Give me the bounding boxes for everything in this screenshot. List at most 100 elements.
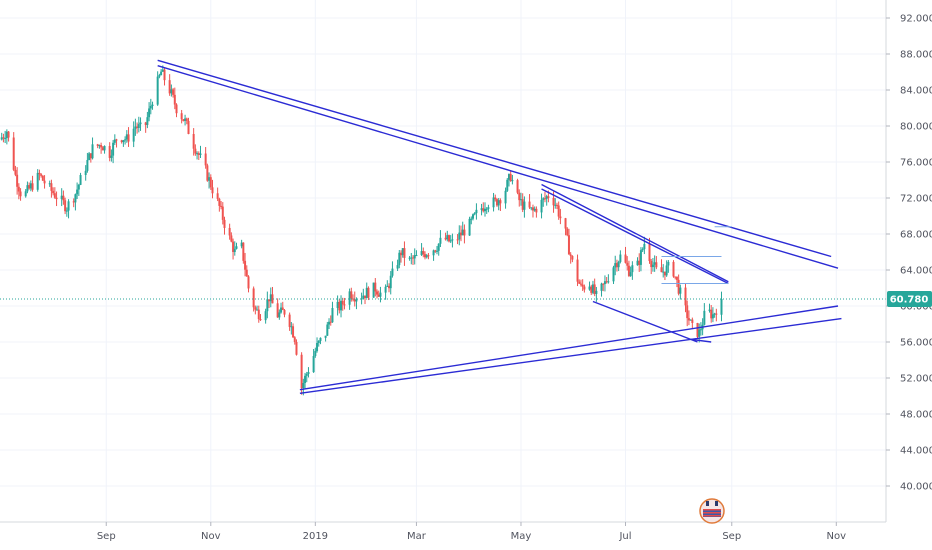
trendline[interactable] [157,59,832,258]
candle-body [677,279,680,294]
trendline[interactable] [541,188,729,285]
candle-body [124,139,127,141]
candle-body [53,193,56,198]
x-tick-label: Nov [201,531,221,542]
candle-body [127,134,130,142]
candle-body [324,335,327,338]
trendline[interactable] [157,65,839,269]
candle-body [220,205,223,207]
candle-body [432,250,435,256]
candle-body [233,248,236,253]
candle-body [699,329,702,331]
candle-body [329,321,332,323]
candle-body [103,146,106,151]
candle-body [711,314,714,319]
candle-body [470,218,473,220]
y-tick-label: 84.000 [900,86,932,97]
candle-body [40,174,43,176]
candle-body [391,268,394,276]
candle-body [319,337,322,341]
candle-body [148,108,151,118]
candle-body [422,251,425,255]
trendline[interactable] [299,317,842,394]
candle-body [182,119,185,121]
candle-body [367,287,370,298]
y-tick-label: 72.000 [900,194,932,205]
candle-body [679,287,682,294]
candle-body [41,175,44,181]
x-axis[interactable]: Sep Nov 2019 Mar May Jul Sep Nov [97,522,846,542]
candle-body [196,153,199,155]
candle-body [292,326,295,338]
trendline[interactable] [592,300,698,343]
candle-body [163,69,166,81]
candle-body [533,208,536,211]
candle-body [312,355,315,373]
candle-body [146,117,149,125]
x-tick-label: Sep [97,531,116,542]
candle-body [74,194,77,203]
candle-body [43,180,46,184]
candle-body [259,319,262,321]
candle-body [307,372,310,374]
candle-body [398,252,401,266]
candle-body [449,240,452,242]
candle-body [38,172,41,175]
candle-body [384,286,387,293]
candle-body [507,174,510,180]
candle-body [459,232,462,236]
candle-body [583,286,586,290]
candle-body [218,198,221,206]
candle-body [336,301,339,308]
candle-body [341,300,344,305]
candle-body [720,298,723,315]
candle-body [595,290,598,294]
trendline[interactable] [690,338,712,343]
candle-body [607,281,610,283]
candle-body [436,250,439,252]
candle-body [412,257,415,259]
candle-body [122,140,125,143]
candle-body [50,183,53,191]
candle-body [372,282,375,298]
candle-body [290,326,293,328]
candle-body [686,305,689,319]
candle-body [636,260,639,266]
candle-body [36,172,39,190]
x-tick-label: 2019 [303,531,328,542]
candle-body [110,155,113,158]
y-tick-label: 64.000 [900,266,932,277]
trendline[interactable] [299,305,839,391]
candle-body [271,294,274,304]
candle-body [631,265,634,273]
candle-body [343,304,346,306]
candle-body [408,257,411,259]
y-axis[interactable]: 92.000 88.000 84.000 80.000 76.000 72.000 68.0… [886,14,932,493]
candle-body [410,257,413,259]
candle-body [328,321,331,325]
candle-body [424,254,427,258]
candle-body [151,104,154,107]
candle-body [338,301,341,311]
candle-body [684,287,687,306]
candle-body [62,195,65,201]
candle-body [650,261,653,268]
candle-body [535,208,538,213]
y-tick-label: 44.000 [900,446,932,457]
candle-body [687,318,690,321]
candle-body [28,185,31,189]
candle-body [400,252,403,256]
candle-body [708,309,711,311]
candle-body [710,309,713,319]
candle-body [638,260,641,265]
candle-body [461,229,464,236]
candle-body [254,307,257,310]
candle-body [136,126,139,128]
trendline[interactable] [541,183,729,283]
last-price-tag: 60.780 [887,290,932,307]
candle-body [5,131,8,139]
candle-body [480,208,483,210]
candle-body [172,89,175,95]
candle-body [112,142,115,156]
